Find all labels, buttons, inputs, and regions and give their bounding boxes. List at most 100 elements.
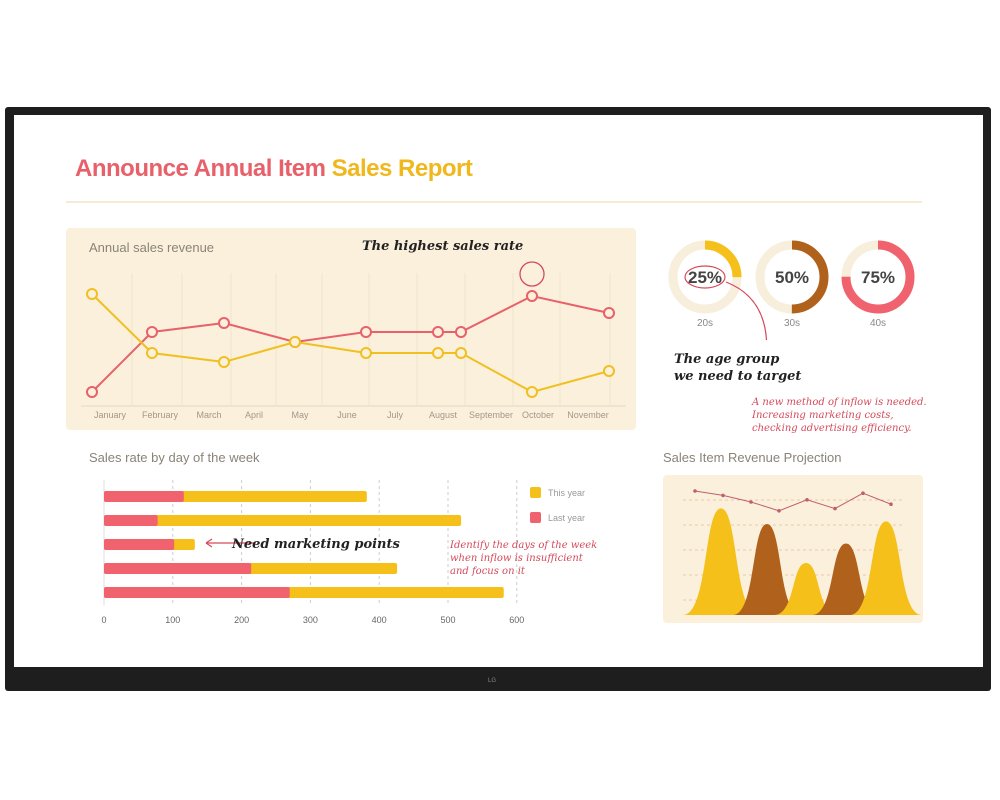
area-peak (774, 563, 838, 615)
trend-point (693, 489, 697, 493)
series-line (91, 293, 610, 394)
legend-swatch (530, 512, 541, 523)
note-line: The age group (674, 352, 780, 367)
title-part2: Sales Report (331, 155, 473, 182)
data-point (360, 326, 372, 338)
bar-chart-title: Sales rate by day of the week (89, 450, 260, 465)
data-point (86, 288, 98, 300)
x-tick-label: October (522, 410, 554, 420)
title-part1: Announce Annual Item (75, 155, 326, 182)
data-point (146, 326, 158, 338)
x-tick-label: January (94, 410, 127, 420)
bar (104, 491, 184, 502)
trend-point (749, 500, 753, 504)
legend-label: This year (548, 488, 585, 498)
donut-arc (668, 240, 742, 314)
bar (104, 539, 175, 550)
x-tick-label: 400 (372, 615, 387, 625)
line-chart-panel: Annual sales revenue January February Marc… (66, 228, 636, 430)
trend-point (889, 502, 893, 506)
page-title: Announce Annual Item Sales Report (75, 155, 473, 183)
donut-value: 25% (688, 268, 722, 287)
area-chart-title: Sales Item Revenue Projection (663, 450, 842, 465)
x-tick-label: 600 (509, 615, 524, 625)
bar (104, 587, 290, 598)
note-highest: The highest sales rate (362, 239, 524, 254)
display-screen: Announce Annual Item Sales Report Annual… (14, 115, 983, 667)
bar (104, 515, 462, 526)
x-tick-label: 200 (234, 615, 249, 625)
data-point (289, 336, 301, 348)
note-identify: Identify the days of the week when inflo… (450, 539, 597, 578)
data-point (603, 307, 615, 319)
data-point (218, 356, 230, 368)
donut-arc (841, 240, 915, 314)
note-line: Increasing marketing costs, (752, 410, 894, 421)
bar (104, 515, 158, 526)
data-point (526, 386, 538, 398)
line-chart: January February March April May June July Augu… (81, 261, 626, 420)
bar-chart: 0 100 200 300 400 500 600 This year Last year (101, 480, 585, 625)
x-tick-label: February (142, 410, 179, 420)
legend-label: Last year (548, 513, 585, 523)
donut-label: 20s (697, 318, 713, 329)
area-peak (733, 524, 801, 615)
donut-value: 75% (861, 268, 895, 287)
legend-swatch (530, 487, 541, 498)
note-need-marketing: Need marketing points (232, 537, 400, 552)
data-point (218, 317, 230, 329)
x-tick-label: May (291, 410, 309, 420)
area-peak (683, 508, 759, 615)
annotation-circle (684, 265, 726, 289)
note-line: and focus on it (450, 566, 525, 577)
trend-point (833, 506, 837, 511)
x-tick-label: 100 (165, 615, 180, 625)
donut-label: 40s (870, 318, 886, 329)
data-point (86, 386, 98, 398)
data-point (455, 326, 467, 338)
data-point (432, 326, 444, 338)
donut-value: 50% (775, 268, 809, 287)
donut-arc (755, 240, 829, 314)
area-peak (850, 521, 922, 615)
data-point (603, 365, 615, 377)
annotation-arrow (725, 281, 768, 340)
note-age-group: The age group we need to target (674, 351, 801, 385)
x-tick-label: September (469, 410, 513, 420)
trend-line (694, 490, 892, 512)
x-tick-label: 0 (101, 615, 106, 625)
note-line: A new method of inflow is needed. (752, 397, 927, 408)
line-chart-title: Annual sales revenue (89, 240, 215, 255)
note-line: we need to target (674, 369, 802, 384)
trend-point (721, 493, 725, 498)
trend-point (805, 498, 809, 502)
note-line: Identify the days of the week (450, 540, 598, 551)
x-tick-label: June (337, 410, 357, 420)
annotation-circle (519, 261, 545, 287)
x-tick-label: April (245, 410, 263, 420)
note-line: checking advertising efficiency. (752, 423, 912, 434)
donut-label: 30s (784, 318, 800, 329)
x-tick-label: August (429, 410, 458, 420)
data-point (146, 347, 158, 359)
divider (66, 201, 922, 203)
donut-charts: 25% 20s 50% 30s 75% 40s (668, 240, 915, 340)
data-point (455, 347, 467, 359)
area-chart-panel (663, 475, 923, 623)
x-tick-label: July (387, 410, 404, 420)
area-chart (683, 489, 922, 615)
bar (104, 563, 252, 574)
trend-point (777, 509, 781, 513)
data-point (360, 347, 372, 359)
trend-point (861, 491, 865, 495)
x-tick-label: 300 (303, 615, 318, 625)
data-point (526, 290, 538, 302)
x-tick-label: March (196, 410, 221, 420)
note-line: when inflow is insufficient (450, 553, 583, 564)
note-inflow: A new method of inflow is needed. Increa… (752, 396, 927, 435)
data-point (432, 347, 444, 359)
x-tick-label: November (567, 410, 609, 420)
x-tick-label: 500 (440, 615, 455, 625)
area-peak (812, 543, 880, 615)
arrow (205, 538, 254, 548)
